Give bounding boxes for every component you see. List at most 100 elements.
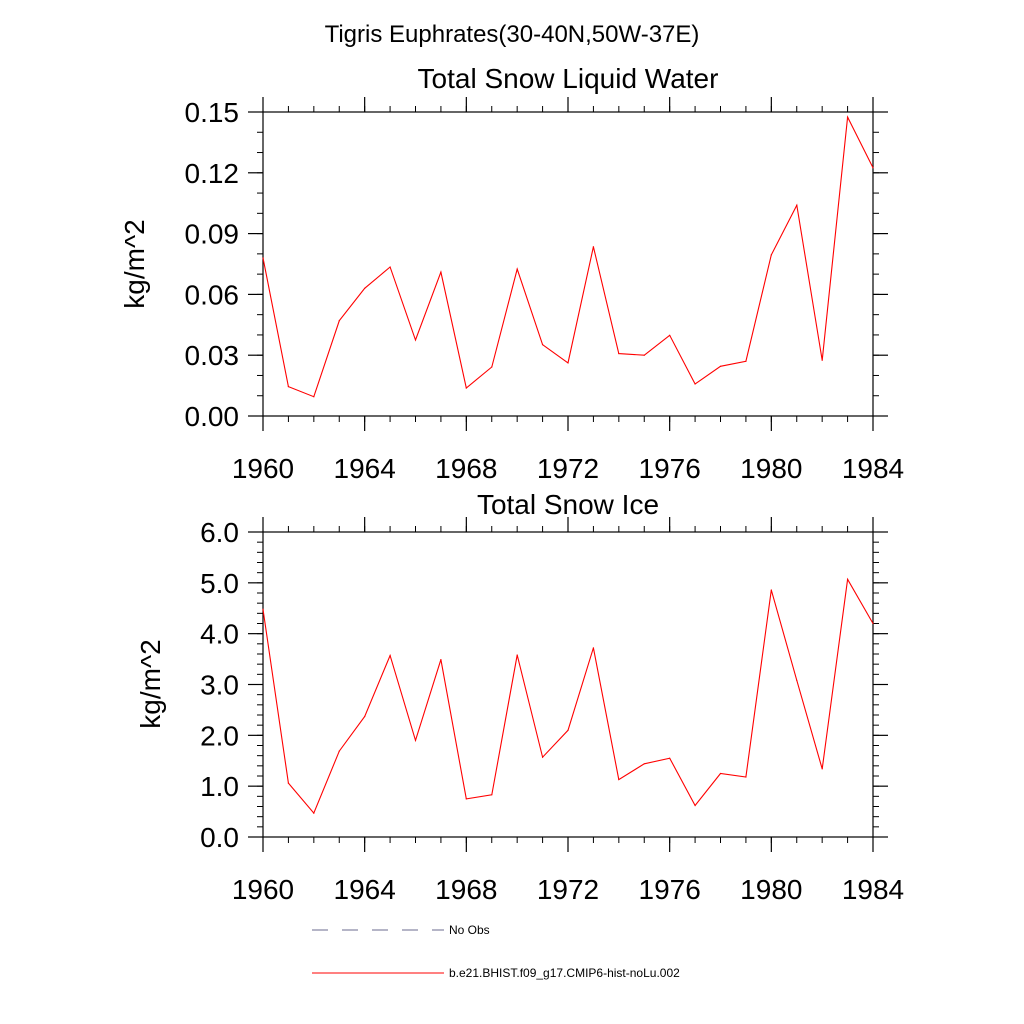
y-tick-labels: 0.0 1.0 2.0 3.0 4.0 5.0 6.0 bbox=[200, 517, 239, 853]
legend-label: No Obs bbox=[449, 923, 490, 937]
y-tick-label: 2.0 bbox=[200, 720, 239, 751]
data-point bbox=[491, 794, 493, 796]
x-tick-labels: 1960 1964 1968 1972 1976 1980 1984 bbox=[232, 874, 904, 905]
data-point bbox=[592, 647, 595, 649]
data-point bbox=[694, 804, 696, 807]
x-tick-label: 1968 bbox=[435, 874, 497, 905]
legend-label: b.e21.BHIST.f09_g17.CMIP6-hist-noLu.002 bbox=[449, 966, 680, 980]
panel-title: Total Snow Ice bbox=[477, 489, 659, 520]
panel-snow-liquid-water: Total Snow Liquid Water kg/m^2 0.000.030… bbox=[119, 63, 904, 484]
plot-frame bbox=[262, 531, 874, 838]
data-point bbox=[770, 589, 772, 591]
data-point bbox=[516, 268, 518, 270]
y-axis-label: kg/m^2 bbox=[135, 639, 166, 728]
tick-marks bbox=[248, 97, 888, 431]
data-point bbox=[313, 812, 315, 814]
data-point bbox=[719, 365, 722, 367]
series-line bbox=[262, 115, 874, 398]
data-point bbox=[541, 756, 544, 758]
data-point bbox=[516, 654, 518, 656]
data-point bbox=[414, 739, 417, 742]
y-axis-label: kg/m^2 bbox=[119, 219, 150, 308]
y-tick-label: 0.12 bbox=[185, 158, 240, 189]
data-point bbox=[872, 167, 874, 169]
data-point bbox=[719, 772, 722, 775]
legend-item-model: b.e21.BHIST.f09_g17.CMIP6-hist-noLu.002 bbox=[312, 966, 680, 980]
x-tick-label: 1960 bbox=[232, 453, 294, 484]
x-tick-labels: 1960 1964 1968 1972 1976 1980 1984 bbox=[232, 453, 904, 484]
data-point bbox=[846, 116, 849, 118]
x-tick-label: 1968 bbox=[435, 453, 497, 484]
data-point bbox=[796, 204, 798, 206]
panel-snow-ice: Total Snow Ice kg/m^2 0.0 1.0 2.0 3.0 4.0 5.0… bbox=[135, 489, 904, 905]
y-tick-label: 0.00 bbox=[185, 401, 240, 432]
data-point bbox=[669, 334, 671, 336]
x-tick-label: 1980 bbox=[740, 453, 802, 484]
plot-frame bbox=[262, 111, 874, 417]
data-point bbox=[491, 366, 493, 368]
x-tick-label: 1984 bbox=[842, 874, 904, 905]
data-point bbox=[262, 257, 264, 259]
data-point bbox=[821, 359, 823, 361]
data-point bbox=[364, 287, 366, 289]
data-point bbox=[821, 768, 823, 770]
data-point bbox=[287, 386, 290, 388]
data-point bbox=[643, 354, 645, 356]
y-tick-label: 1.0 bbox=[200, 771, 239, 802]
data-point bbox=[338, 750, 340, 752]
data-point bbox=[364, 715, 366, 718]
data-point bbox=[440, 271, 442, 273]
data-point bbox=[592, 246, 595, 248]
data-point bbox=[465, 798, 467, 800]
y-tick-label: 0.09 bbox=[185, 219, 240, 250]
data-point bbox=[389, 654, 391, 657]
y-tick-label: 0.03 bbox=[185, 340, 240, 371]
series-lines bbox=[262, 115, 874, 398]
data-point bbox=[262, 608, 264, 610]
data-point bbox=[643, 763, 645, 765]
data-point bbox=[669, 757, 671, 759]
x-tick-label: 1964 bbox=[334, 453, 396, 484]
series-lines bbox=[262, 577, 874, 815]
data-point bbox=[541, 344, 544, 346]
data-point bbox=[618, 778, 620, 781]
x-tick-label: 1972 bbox=[537, 874, 599, 905]
data-point bbox=[745, 360, 747, 362]
x-tick-label: 1976 bbox=[639, 874, 701, 905]
figure-title: Tigris Euphrates(30-40N,50W-37E) bbox=[325, 21, 700, 48]
data-point bbox=[567, 729, 569, 731]
data-point bbox=[618, 352, 620, 355]
x-tick-label: 1972 bbox=[537, 453, 599, 484]
y-tick-label: 0.15 bbox=[185, 97, 240, 128]
y-tick-label: 0.0 bbox=[200, 822, 239, 853]
data-point bbox=[414, 339, 417, 341]
data-point bbox=[313, 396, 315, 398]
y-tick-label: 3.0 bbox=[200, 670, 239, 701]
data-point bbox=[287, 782, 290, 784]
tick-marks bbox=[248, 517, 888, 852]
x-tick-label: 1960 bbox=[232, 874, 294, 905]
data-point bbox=[694, 383, 696, 385]
x-tick-label: 1980 bbox=[740, 874, 802, 905]
x-tick-label: 1976 bbox=[639, 453, 701, 484]
y-tick-label: 0.06 bbox=[185, 279, 240, 310]
panel-title: Total Snow Liquid Water bbox=[418, 63, 719, 94]
legend: No Obs b.e21.BHIST.f09_g17.CMIP6-hist-no… bbox=[312, 923, 680, 980]
data-point bbox=[796, 679, 798, 682]
data-point bbox=[338, 320, 340, 322]
data-point bbox=[440, 658, 442, 661]
y-tick-label: 5.0 bbox=[200, 568, 239, 599]
legend-item-no-obs: No Obs bbox=[312, 923, 490, 937]
data-point bbox=[465, 387, 467, 389]
data-point bbox=[389, 266, 391, 268]
data-point bbox=[770, 254, 772, 256]
data-point bbox=[846, 578, 849, 580]
x-tick-label: 1984 bbox=[842, 453, 904, 484]
y-tick-labels: 0.00 0.03 0.06 0.09 0.12 0.15 bbox=[185, 97, 240, 432]
data-point bbox=[567, 362, 569, 364]
data-point bbox=[872, 622, 874, 625]
data-point bbox=[745, 776, 747, 778]
x-tick-label: 1964 bbox=[334, 874, 396, 905]
y-tick-label: 6.0 bbox=[200, 517, 239, 548]
